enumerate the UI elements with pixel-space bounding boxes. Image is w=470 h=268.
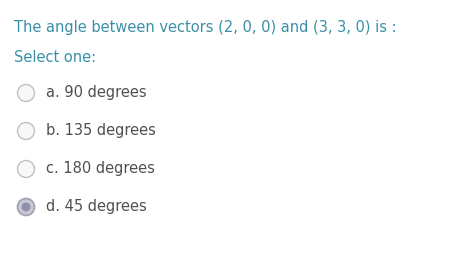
Text: b. 135 degrees: b. 135 degrees bbox=[46, 124, 156, 139]
Circle shape bbox=[17, 199, 34, 215]
Text: Select one:: Select one: bbox=[14, 50, 96, 65]
Text: d. 45 degrees: d. 45 degrees bbox=[46, 199, 147, 214]
Text: c. 180 degrees: c. 180 degrees bbox=[46, 162, 155, 177]
Text: a. 90 degrees: a. 90 degrees bbox=[46, 85, 147, 100]
Circle shape bbox=[17, 84, 34, 102]
Circle shape bbox=[17, 161, 34, 177]
Circle shape bbox=[17, 122, 34, 140]
Text: The angle between vectors (2, 0, 0) and (3, 3, 0) is :: The angle between vectors (2, 0, 0) and … bbox=[14, 20, 397, 35]
Circle shape bbox=[22, 203, 31, 211]
